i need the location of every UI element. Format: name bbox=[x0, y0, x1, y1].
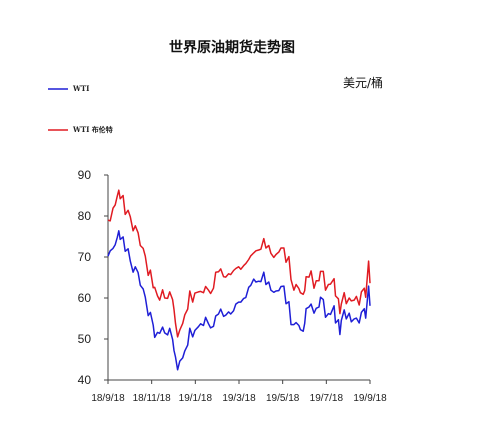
x-tick-label: 19/5/18 bbox=[266, 393, 300, 404]
legend-label-brent: WTI 布伦特 bbox=[72, 125, 113, 134]
x-tick-label: 18/11/18 bbox=[133, 393, 172, 404]
y-tick-label: 80 bbox=[78, 209, 92, 223]
unit-label: 美元/桶 bbox=[343, 75, 383, 90]
y-tick-label: 70 bbox=[78, 250, 92, 264]
x-tick-label: 19/1/18 bbox=[179, 393, 213, 404]
x-tick-label: 18/9/18 bbox=[91, 393, 125, 404]
chart-title: 世界原油期货走势图 bbox=[169, 39, 295, 56]
y-tick-label: 60 bbox=[78, 291, 92, 305]
brent-price-line bbox=[107, 189, 371, 338]
legend-label-wti: WTI bbox=[72, 84, 89, 93]
x-tick-label: 19/7/18 bbox=[310, 393, 344, 404]
series-lines bbox=[107, 189, 371, 371]
axes bbox=[107, 175, 370, 381]
x-tick-label: 19/9/18 bbox=[353, 393, 387, 404]
y-axis-ticks: 90 80 70 60 50 40 bbox=[78, 168, 108, 387]
x-tick-label: 19/3/18 bbox=[222, 393, 256, 404]
y-tick-label: 90 bbox=[78, 168, 92, 182]
legend: WTI WTI 布伦特 bbox=[48, 84, 113, 134]
wti-price-line bbox=[107, 230, 371, 371]
y-tick-label: 40 bbox=[78, 373, 92, 387]
y-tick-label: 50 bbox=[78, 332, 92, 346]
x-axis-ticks: 18/9/18 18/11/18 19/1/18 19/3/18 19/5/18 19/7… bbox=[91, 380, 387, 404]
